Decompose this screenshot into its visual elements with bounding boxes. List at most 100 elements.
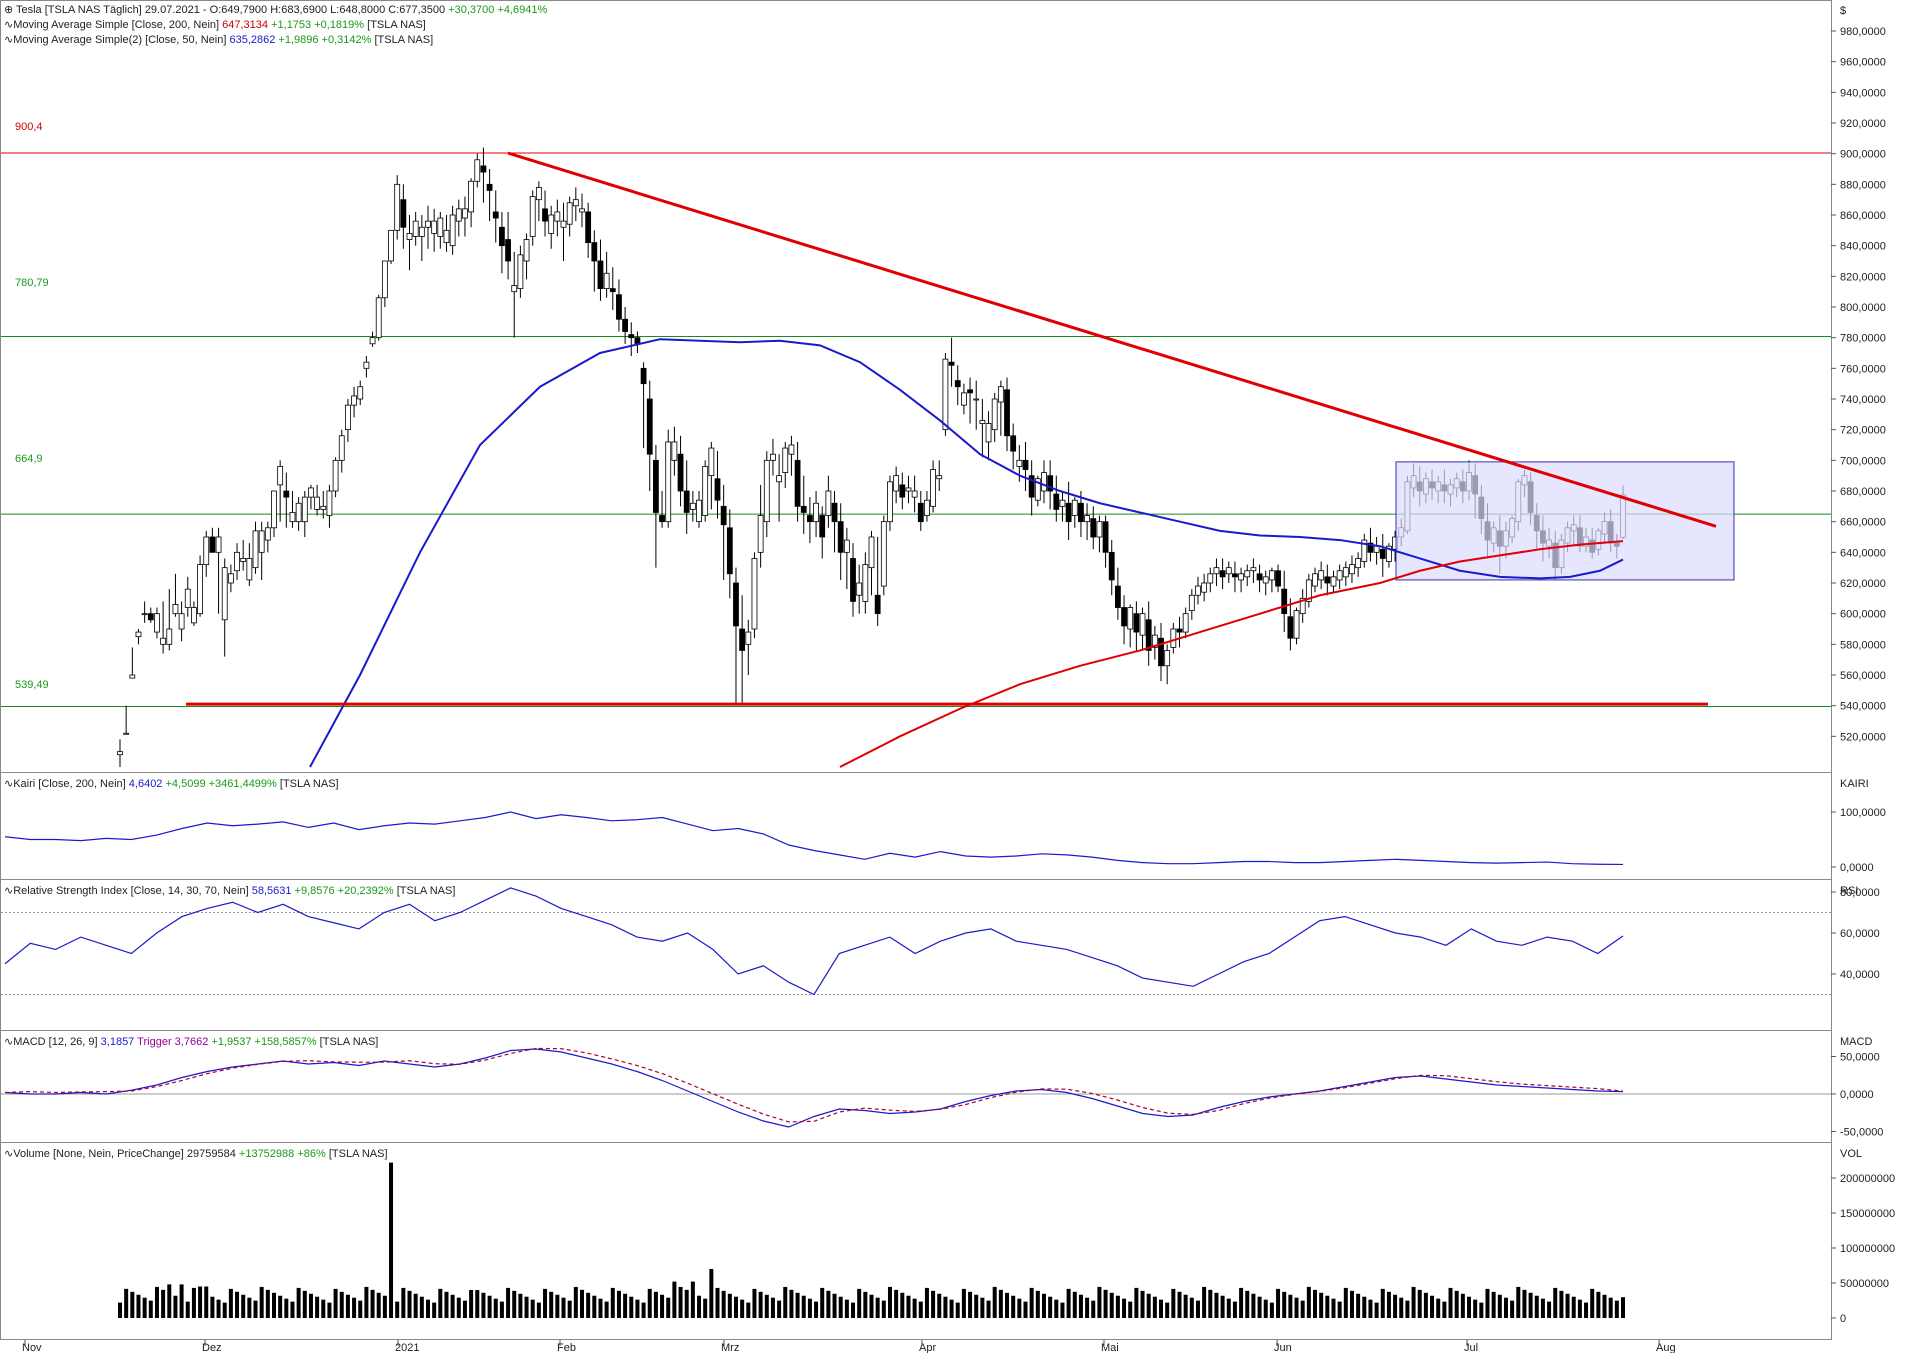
volume-bar [1140,1290,1145,1318]
volume-bar [1023,1301,1028,1318]
kairi-tick-label: 0,0000 [1840,862,1874,874]
candle-body [338,435,345,461]
candle-body [1349,564,1355,575]
volume-bar [1454,1290,1459,1318]
candle-body [486,183,493,191]
volume-bar [389,1162,394,1318]
volume-bar [629,1296,634,1318]
candle-body [770,453,776,461]
volume-bar [586,1292,591,1318]
price-tick-label: 720,0000 [1840,425,1886,437]
volume-bar [462,1300,467,1318]
candle-body [154,613,160,633]
candle-body [499,226,505,247]
candle-body [640,367,647,385]
candle-body [523,239,530,262]
legend-macd-trigger-label: Trigger [137,1036,172,1048]
volume-bar [1349,1290,1354,1318]
candle-body [123,732,130,735]
rsi-tick-label: 40,0000 [1840,969,1880,981]
candle-body [184,588,191,608]
volume-bar [968,1291,973,1318]
price-tick-label: 820,0000 [1840,271,1886,283]
volume-bar [198,1286,203,1318]
candle-body [511,285,518,293]
candle-body [572,199,579,207]
volume-bar [1072,1291,1077,1318]
candle-body [936,475,943,480]
volume-bar [543,1288,548,1318]
volume-bar [1313,1289,1318,1318]
volume-bar [801,1295,806,1318]
volume-bar [173,1295,178,1318]
volume-bar [247,1297,252,1318]
volume-bar [894,1289,899,1318]
volume-bar [641,1302,646,1318]
candle-body [560,220,567,228]
legend-macd-name: MACD [12, 26, 9] [13,1036,97,1048]
x-tick-label: Mai [1101,1342,1119,1353]
ma200-line [839,540,1624,768]
legend-ma200-value: 647,3134 [222,19,268,31]
legend-ma200-name: Moving Average Simple [Close, 200, Nein] [13,19,219,31]
volume-bar [604,1301,609,1318]
candle-body [794,459,801,507]
candle-body [412,220,419,237]
legend-volume-value: 29759584 [187,1148,236,1160]
legend-kairi-src: [TSLA NAS] [280,778,339,790]
volume-bar [906,1295,911,1318]
volume-bar [1448,1287,1453,1318]
candle-body [406,232,413,240]
candle-body [468,180,475,213]
volume-bar [364,1286,369,1318]
price-tick-label: 540,0000 [1840,701,1886,713]
candle-body [843,539,850,553]
candle-body [1336,570,1343,581]
candle-body [326,490,333,516]
candle-body [178,613,185,630]
volume-bar [820,1287,825,1318]
volume-bar [838,1296,843,1318]
candle-body [807,515,813,523]
volume-bar [733,1296,738,1318]
svg-text:∿Moving Average Simple(2) [Clo: ∿Moving Average Simple(2) [Close, 50, Ne… [4,34,433,46]
candle-body [1262,576,1269,584]
candle-body [1225,567,1232,575]
volume-bar [777,1300,782,1318]
volume-bar [487,1295,492,1318]
volume-bar [1005,1292,1010,1318]
candle-body [837,521,844,553]
candle-body [874,594,881,615]
volume-bar [1380,1288,1385,1318]
volume-bar [161,1289,166,1318]
volume-bar [789,1289,794,1318]
volume-bar [1417,1289,1422,1318]
volume-bar [1319,1292,1324,1318]
volume-tick-label: 0 [1840,1313,1846,1325]
candle-body [1022,459,1029,470]
volume-bar [1608,1297,1613,1318]
candle-body [492,211,499,219]
candle-body [733,582,739,627]
svg-text:Tesla [TSLA NAS Täglich] 29.0: Tesla [TSLA NAS Täglich] 29.07.2021 - O:… [16,4,548,16]
candle-body [899,484,906,498]
volume-bar [727,1293,732,1318]
legend-ma200-change: +1,1753 +0,1819% [271,19,364,31]
volume-bar [579,1289,584,1318]
price-tick-label: 920,0000 [1840,118,1886,130]
candle-body [850,558,856,602]
legend-volume-src: [TSLA NAS] [329,1148,388,1160]
candle-body [264,527,271,541]
volume-bar [740,1299,745,1318]
volume-bar [1300,1300,1305,1318]
volume-bar [690,1281,695,1318]
level-label-900: 900,4 [15,121,43,133]
volume-bar [1571,1296,1576,1318]
candle-body [591,242,598,262]
volume-panel [118,1162,1625,1318]
candle-body [979,420,986,424]
volume-bar [401,1287,406,1318]
volume-bar [1460,1293,1465,1318]
candle-body [418,226,425,237]
volume-bar [1202,1286,1207,1318]
